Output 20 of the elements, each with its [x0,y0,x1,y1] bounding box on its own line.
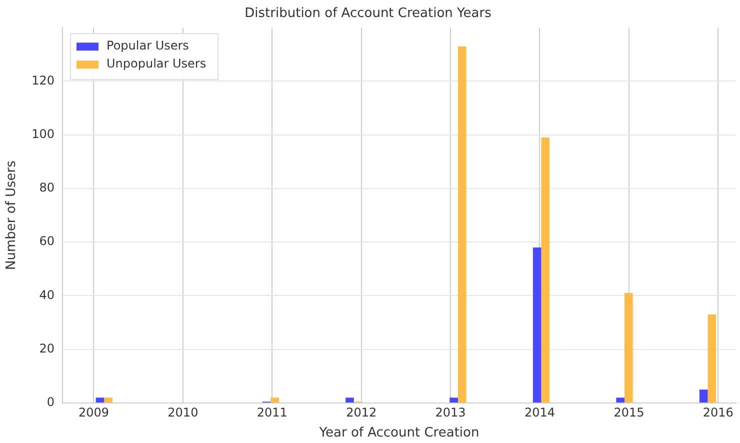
y-tick-label: 0 [46,395,55,410]
x-tick-label: 2012 [346,405,377,420]
chart-title: Distribution of Account Creation Years [244,6,492,22]
y-tick-label: 100 [32,126,55,141]
x-tick-label: 2009 [78,405,109,420]
x-tick-label: 2013 [435,405,466,420]
x-tick-label: 2014 [524,405,556,420]
y-axis-title: Number of Users [4,160,20,270]
x-tick-label: 2011 [256,405,288,420]
x-tick-label: 2016 [702,405,734,420]
y-tick-label: 120 [32,73,55,88]
y-tick-label: 40 [39,288,55,302]
x-tick-label: 2015 [614,405,644,420]
legend-label: Popular Users [106,38,189,53]
y-tick-label: 80 [39,180,55,195]
x-axis-title: Year of Account Creation [318,426,480,441]
y-tick-label: 60 [39,234,55,248]
legend-label: Unpopular Users [106,56,206,71]
y-tick-label: 20 [39,341,55,356]
x-tick-label: 2010 [168,405,198,420]
